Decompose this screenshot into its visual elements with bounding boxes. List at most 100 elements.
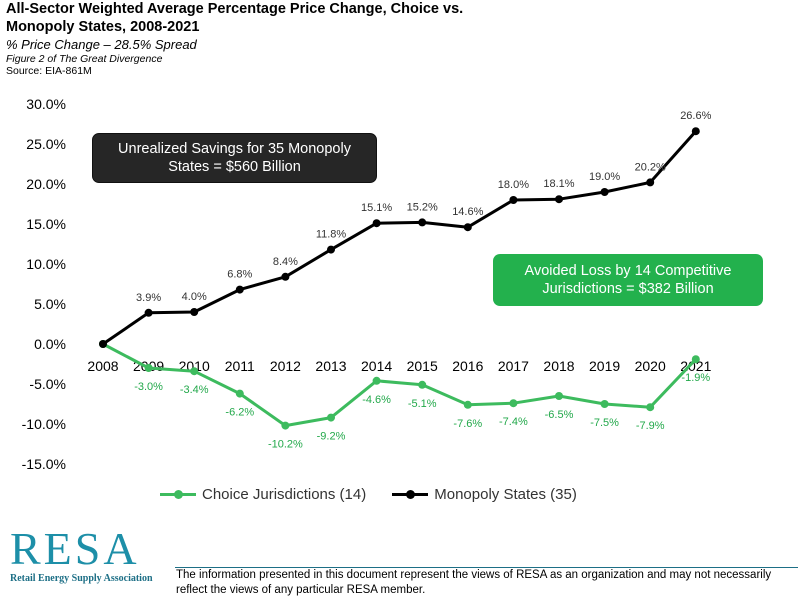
- series-monopoly: 3.9% 4.0% 6.8% 8.4% 11.8% 15.1% 15.2% 14.6% 18.0…: [99, 110, 712, 348]
- data-label-monopoly: 15.1%: [361, 202, 392, 214]
- x-tick-label: 2008: [87, 358, 118, 374]
- data-point-choice: [691, 355, 700, 364]
- y-tick-label: 30.0%: [26, 96, 66, 112]
- data-point-monopoly: [99, 340, 107, 348]
- data-point-monopoly: [600, 188, 609, 196]
- data-point-monopoly: [235, 285, 244, 294]
- data-label-monopoly: 14.6%: [452, 206, 483, 218]
- data-label-monopoly: 6.8%: [227, 269, 252, 281]
- data-point-monopoly: [555, 195, 563, 204]
- data-point-choice: [646, 403, 655, 412]
- data-label-choice: -6.5%: [545, 409, 574, 421]
- footer-disclaimer: The information presented in this docume…: [176, 569, 772, 596]
- x-tick-label: 2016: [452, 358, 483, 374]
- data-point-monopoly: [190, 308, 199, 316]
- data-point-choice: [600, 400, 609, 408]
- data-label-monopoly: 20.2%: [635, 161, 666, 173]
- data-point-choice: [509, 399, 518, 408]
- data-label-choice: -3.4%: [180, 384, 209, 396]
- y-tick-label: 0.0%: [34, 336, 66, 352]
- data-label-monopoly: 11.8%: [316, 229, 347, 241]
- y-tick-label: -15.0%: [22, 456, 66, 472]
- x-tick-label: 2014: [361, 358, 392, 374]
- figure-note: Figure 2 of The Great Divergence: [6, 53, 163, 65]
- data-point-monopoly: [327, 245, 335, 254]
- data-label-choice: -9.2%: [317, 431, 346, 443]
- x-tick-label: 2015: [407, 358, 438, 374]
- x-tick-label: 2012: [270, 358, 301, 374]
- legend-label-monopoly: Monopoly States (35): [434, 486, 577, 503]
- data-point-choice: [144, 364, 153, 372]
- data-label-monopoly: 18.0%: [498, 179, 529, 191]
- data-label-choice: -7.6%: [453, 418, 482, 430]
- series-layer: -3.0% -3.4% -6.2% -10.2% -9.2% -4.6% -5.1% -7.6…: [99, 110, 712, 451]
- data-label-choice: -10.2%: [268, 439, 303, 451]
- data-point-choice: [463, 400, 472, 409]
- y-tick-label: 20.0%: [26, 176, 66, 192]
- data-label-choice: -6.2%: [225, 407, 254, 419]
- data-label-choice: -7.5%: [590, 417, 619, 429]
- data-point-monopoly: [646, 178, 655, 187]
- monopoly-savings-callout: Unrealized Savings for 35 Monopoly State…: [92, 133, 377, 183]
- y-tick-label: 15.0%: [26, 216, 66, 232]
- data-point-monopoly: [418, 218, 427, 227]
- resa-logo: RESA Retail Energy Supply Association: [10, 523, 170, 585]
- data-label-choice: -7.4%: [499, 416, 528, 428]
- data-point-choice: [281, 421, 290, 430]
- choice-avoided-loss-callout: Avoided Loss by 14 Competitive Jurisdict…: [493, 254, 763, 306]
- data-point-monopoly: [281, 272, 290, 281]
- x-tick-label: 2020: [635, 358, 666, 374]
- data-label-monopoly: 26.6%: [680, 110, 711, 122]
- series-line-monopoly: [102, 130, 697, 346]
- data-label-monopoly: 4.0%: [182, 291, 207, 303]
- legend-item-monopoly: Monopoly States (35): [392, 486, 577, 503]
- series-line-choice: [102, 342, 697, 428]
- chart-legend: Choice Jurisdictions (14) Monopoly State…: [160, 486, 603, 503]
- y-axis: 30.0% 25.0% 20.0% 15.0% 10.0% 5.0% 0.0% -5.0% -1…: [22, 96, 66, 472]
- data-label-choice: -5.1%: [408, 398, 437, 410]
- y-tick-label: 5.0%: [34, 296, 66, 312]
- y-tick-label: -10.0%: [22, 416, 66, 432]
- data-point-monopoly: [509, 196, 518, 204]
- data-label-choice: -1.9%: [681, 372, 710, 384]
- data-point-choice: [418, 380, 427, 389]
- data-point-choice: [235, 389, 244, 398]
- data-point-monopoly: [691, 127, 700, 136]
- legend-label-choice: Choice Jurisdictions (14): [202, 486, 367, 503]
- data-point-choice: [555, 392, 563, 400]
- logo-subtitle: Retail Energy Supply Association: [10, 573, 153, 584]
- x-axis: 2008200920102011201220132014201520162017…: [87, 358, 711, 374]
- data-point-choice: [190, 367, 199, 376]
- x-tick-label: 2018: [543, 358, 574, 374]
- chart-title: All-Sector Weighted Average Percentage P…: [6, 1, 464, 35]
- series-choice: -3.0% -3.4% -6.2% -10.2% -9.2% -4.6% -5.1% -7.6…: [99, 340, 710, 451]
- legend-swatch-choice: [160, 490, 196, 499]
- legend-swatch-monopoly: [392, 490, 429, 499]
- y-tick-label: 10.0%: [26, 256, 66, 272]
- data-label-monopoly: 18.1%: [543, 178, 574, 190]
- data-point-monopoly: [144, 308, 153, 317]
- data-label-monopoly: 3.9%: [136, 292, 161, 304]
- x-tick-label: 2017: [498, 358, 529, 374]
- legend-item-choice: Choice Jurisdictions (14): [160, 486, 366, 503]
- data-point-monopoly: [463, 223, 472, 232]
- logo-wordmark: RESA: [10, 523, 140, 574]
- chart-subtitle: % Price Change – 28.5% Spread: [6, 37, 197, 52]
- data-label-monopoly: 8.4%: [273, 256, 298, 268]
- y-tick-label: 25.0%: [26, 136, 66, 152]
- y-tick-label: -5.0%: [29, 376, 66, 392]
- footer-divider: [175, 567, 798, 568]
- chart-header: All-Sector Weighted Average Percentage P…: [6, 0, 506, 77]
- data-point-monopoly: [372, 219, 381, 228]
- data-point-choice: [327, 413, 335, 422]
- data-point-choice: [372, 376, 381, 385]
- data-label-choice: -3.0%: [134, 381, 163, 393]
- source-note: Source: EIA-861M: [6, 65, 92, 77]
- x-tick-label: 2021: [680, 358, 711, 374]
- data-label-choice: -7.9%: [636, 420, 665, 432]
- data-label-monopoly: 15.2%: [407, 201, 438, 213]
- data-label-choice: -4.6%: [362, 394, 391, 406]
- x-tick-label: 2013: [315, 358, 346, 374]
- x-tick-label: 2011: [225, 358, 255, 374]
